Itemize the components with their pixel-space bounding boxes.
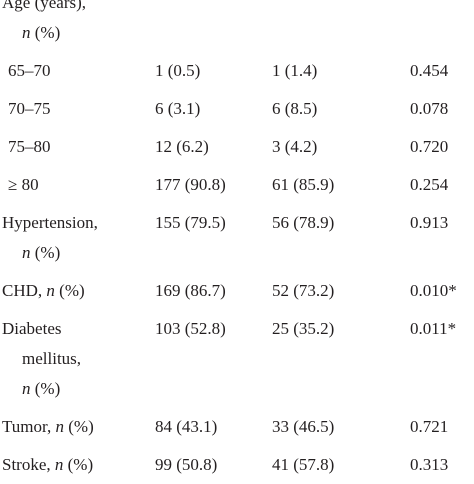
- label-text: (%): [34, 379, 61, 398]
- table-cell: 33 (46.5): [272, 417, 335, 436]
- label-text: (%): [68, 417, 94, 436]
- table-row: 65–70 1 (0.5) 1 (1.4) 0.454: [2, 52, 474, 90]
- table-row: ≥ 80 177 (90.8) 61 (85.9) 0.254: [2, 166, 474, 204]
- table-cell: 0.254: [410, 175, 449, 194]
- label-text: (%): [59, 281, 85, 300]
- label-text: Age (years),: [2, 0, 87, 12]
- table-cell: 0.313: [410, 455, 449, 474]
- table-row: Diabetes mellitus, n (%) 103 (52.8) 25 (35.2…: [2, 310, 474, 408]
- table-cell: 84 (43.1): [155, 417, 218, 436]
- table-cell: 1 (0.5): [155, 61, 201, 80]
- table-cell: [155, 0, 272, 52]
- label-text: n: [46, 281, 55, 300]
- table-cell: 3 (4.2): [272, 137, 318, 156]
- table-cell: 0.011*: [410, 319, 457, 338]
- label-line: Hypertension,: [2, 208, 155, 238]
- label-line: Age (years),: [2, 0, 155, 18]
- row-label: ≥ 80: [2, 166, 155, 204]
- table-cell: [272, 0, 410, 52]
- row-label: 65–70: [2, 52, 155, 90]
- table-cell: 61 (85.9): [272, 175, 335, 194]
- label-line: n (%): [2, 238, 155, 268]
- row-label: 75–80: [2, 128, 155, 166]
- label-text: CHD,: [2, 281, 43, 300]
- label-line: Diabetes: [2, 314, 155, 344]
- table-cell: 155 (79.5): [155, 213, 226, 232]
- table-cell: 6 (3.1): [155, 99, 201, 118]
- label-text: mellitus,: [22, 349, 82, 368]
- row-label: Age (years), n (%): [2, 0, 155, 52]
- page: {"table": {"rows": [ {"label": [[{"text"…: [2, 0, 457, 474]
- table-cell: 0.913: [410, 213, 449, 232]
- row-label: Hypertension, n (%): [2, 204, 155, 272]
- label-text: Stroke,: [2, 455, 51, 474]
- table-cell: 56 (78.9): [272, 213, 335, 232]
- label-text: n: [22, 23, 31, 42]
- label-line: 70–75: [2, 94, 155, 124]
- row-label: CHD, n (%): [2, 272, 155, 310]
- label-line: ≥ 80: [2, 170, 155, 200]
- label-text: n: [54, 455, 64, 474]
- table-cell: 0.721: [410, 417, 449, 436]
- label-line: Tumor, n (%): [2, 412, 155, 442]
- label-line: Stroke, n (%): [2, 450, 155, 480]
- label-line: CHD, n (%): [2, 276, 155, 306]
- label-line: n (%): [2, 18, 155, 48]
- label-line: 75–80: [2, 132, 155, 162]
- label-text: Hypertension,: [2, 213, 98, 232]
- table-row: 75–80 12 (6.2) 3 (4.2) 0.720: [2, 128, 474, 166]
- label-text: n: [22, 243, 31, 262]
- label-text: 65–70: [8, 61, 51, 80]
- label-line: 65–70: [2, 56, 155, 86]
- table-cell: 99 (50.8): [155, 455, 218, 474]
- table-row: CHD, n (%) 169 (86.7) 52 (73.2) 0.010*: [2, 272, 474, 310]
- label-text: (%): [34, 243, 61, 262]
- table-cell: 0.454: [410, 61, 449, 80]
- table-cell: 25 (35.2): [272, 319, 335, 338]
- table-cell: 41 (57.8): [272, 455, 335, 474]
- table-cell: 0.078: [410, 99, 449, 118]
- table-cell: 0.010*: [410, 281, 457, 300]
- label-text: (%): [34, 23, 61, 42]
- label-text: 70–75: [8, 99, 51, 118]
- label-line: n (%): [2, 374, 155, 404]
- table-row: Tumor, n (%) 84 (43.1) 33 (46.5) 0.721: [2, 408, 474, 446]
- table-cell: [410, 0, 474, 52]
- table-cell: 103 (52.8): [155, 319, 226, 338]
- label-text: (%): [67, 455, 94, 474]
- table-cell: 1 (1.4): [272, 61, 318, 80]
- label-text: 75–80: [8, 137, 51, 156]
- row-label: Tumor, n (%): [2, 408, 155, 446]
- label-text: Diabetes: [2, 319, 62, 338]
- table-row: Age (years), n (%): [2, 0, 474, 52]
- row-label: 70–75: [2, 90, 155, 128]
- table-cell: 12 (6.2): [155, 137, 209, 156]
- table-cell: 0.720: [410, 137, 449, 156]
- table-row: 70–75 6 (3.1) 6 (8.5) 0.078: [2, 90, 474, 128]
- label-text: Tumor,: [2, 417, 52, 436]
- row-label: Diabetes mellitus, n (%): [2, 310, 155, 408]
- label-text: n: [55, 417, 65, 436]
- label-text: ≥ 80: [8, 175, 39, 194]
- table-row: Stroke, n (%) 99 (50.8) 41 (57.8) 0.313: [2, 446, 474, 484]
- table-cell: 169 (86.7): [155, 281, 226, 300]
- label-line: mellitus,: [2, 344, 155, 374]
- table-cell: 6 (8.5): [272, 99, 318, 118]
- table-cell: 52 (73.2): [272, 281, 335, 300]
- label-text: n: [22, 379, 31, 398]
- row-label: Stroke, n (%): [2, 446, 155, 484]
- table-row: Hypertension, n (%) 155 (79.5) 56 (78.9) 0.9…: [2, 204, 474, 272]
- table-cell: 177 (90.8): [155, 175, 226, 194]
